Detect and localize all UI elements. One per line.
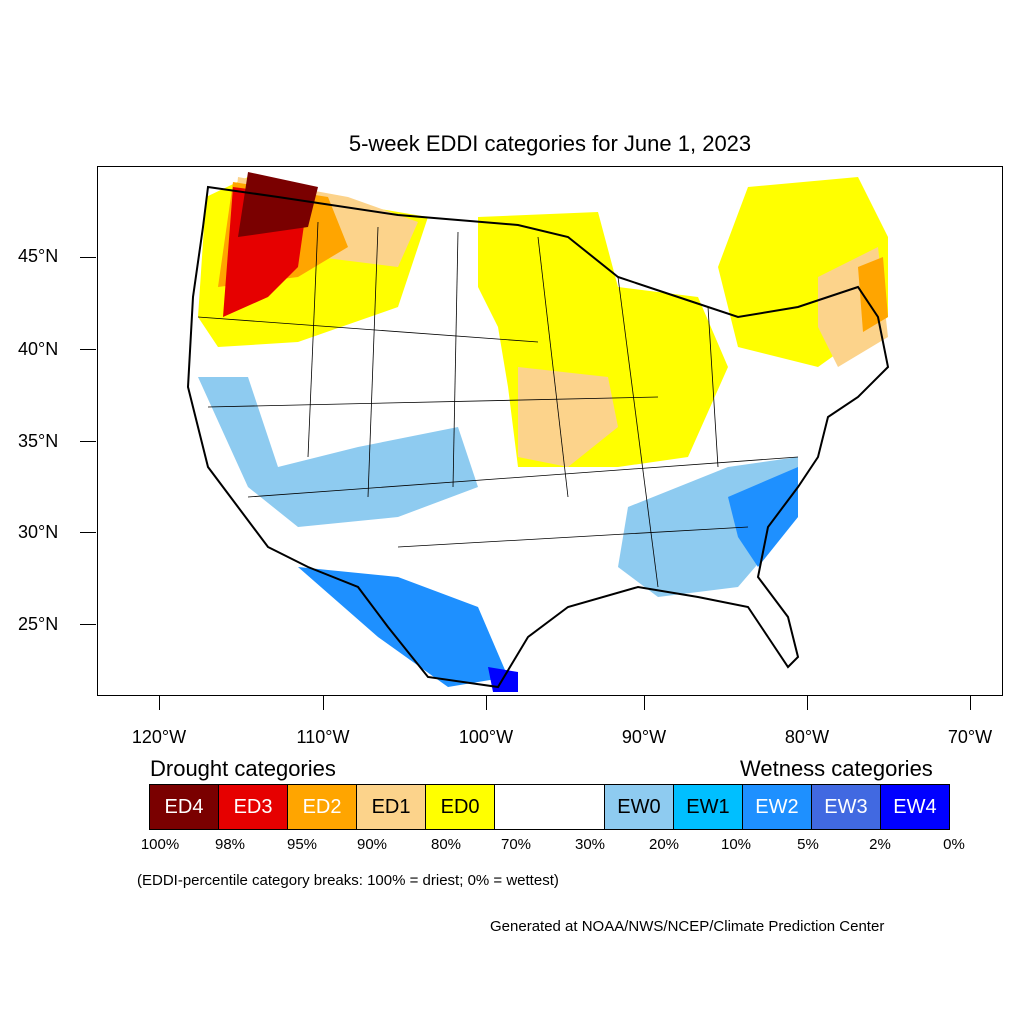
legend-ed2: ED2 [287, 784, 358, 830]
legend-ew2: EW2 [741, 784, 812, 830]
lon-label-120: 120°W [131, 727, 187, 747]
sw-ew0 [198, 377, 478, 527]
legend-ew1-label: EW1 [686, 795, 730, 818]
legend-ew0: EW0 [603, 784, 674, 830]
lat-label-40: 40°N [18, 339, 59, 359]
pct-break-3: 90% [356, 836, 388, 853]
pct-break-9: 5% [797, 836, 819, 853]
category-note: (EDDI-percentile category breaks: 100% =… [137, 872, 559, 889]
se-ew2 [728, 467, 798, 567]
legend-ew4-label: EW4 [893, 795, 937, 818]
legend-ew4: EW4 [879, 784, 950, 830]
coastline [186, 185, 890, 689]
legend-ed3: ED3 [218, 784, 289, 830]
legend-ew0-label: EW0 [617, 795, 661, 818]
pct-break-0: 100% [140, 836, 180, 853]
legend-ew2-label: EW2 [755, 795, 799, 818]
lat-label-30: 30°N [18, 522, 59, 542]
legend-ed0-label: ED0 [440, 795, 480, 818]
pct-break-8: 10% [720, 836, 752, 853]
pct-break-10: 2% [869, 836, 891, 853]
lat-tick-25 [80, 624, 96, 625]
legend-ed2-label: ED2 [302, 795, 342, 818]
lat-label-45: 45°N [18, 246, 59, 266]
legend-ew3-label: EW3 [824, 795, 868, 818]
legend-ed4-label: ED4 [164, 795, 204, 818]
lon-tick-90 [644, 696, 645, 710]
category-legend: ED4 ED3 ED2 ED1 ED0 EW0 EW1 EW2 EW3 EW4 [149, 784, 950, 830]
lat-label-25: 25°N [18, 614, 59, 634]
lat-tick-45 [80, 257, 96, 258]
lon-tick-120 [159, 696, 160, 710]
legend-ew1: EW1 [672, 784, 743, 830]
tx-ew1 [298, 567, 508, 687]
plains-ed1 [518, 367, 618, 467]
lon-label-70: 70°W [947, 727, 993, 747]
pct-break-6: 30% [574, 836, 606, 853]
map-panel [97, 166, 1003, 696]
state-boundaries [197, 221, 799, 588]
eddi-map [186, 172, 890, 692]
drought-heading: Drought categories [150, 756, 336, 781]
pct-break-7: 20% [648, 836, 680, 853]
lon-label-80: 80°W [784, 727, 830, 747]
legend-ed0: ED0 [425, 784, 496, 830]
lat-tick-30 [80, 532, 96, 533]
wetness-heading: Wetness categories [740, 756, 933, 781]
lon-label-100: 100°W [458, 727, 514, 747]
ne-ed2 [858, 257, 888, 332]
nw-drought-ed4 [238, 172, 318, 237]
credit-line: Generated at NOAA/NWS/NCEP/Climate Predi… [490, 918, 885, 935]
map-title: 5-week EDDI categories for June 1, 2023 [348, 131, 752, 156]
pct-break-4: 80% [430, 836, 462, 853]
lon-tick-80 [807, 696, 808, 710]
lat-tick-35 [80, 441, 96, 442]
lon-label-110: 110°W [296, 727, 350, 747]
legend-ed1: ED1 [356, 784, 427, 830]
legend-ed1-label: ED1 [371, 795, 411, 818]
legend-ew3: EW3 [810, 784, 881, 830]
pct-break-11: 0% [943, 836, 965, 853]
pct-break-5: 70% [500, 836, 532, 853]
lat-label-35: 35°N [18, 431, 59, 451]
pct-break-1: 98% [214, 836, 246, 853]
legend-ed4: ED4 [149, 784, 220, 830]
lon-tick-100 [486, 696, 487, 710]
legend-ed3-label: ED3 [233, 795, 273, 818]
lon-label-90: 90°W [621, 727, 667, 747]
legend-neutral [494, 784, 605, 830]
pct-break-2: 95% [286, 836, 318, 853]
lat-tick-40 [80, 349, 96, 350]
lon-tick-70 [970, 696, 971, 710]
lon-tick-110 [323, 696, 324, 710]
